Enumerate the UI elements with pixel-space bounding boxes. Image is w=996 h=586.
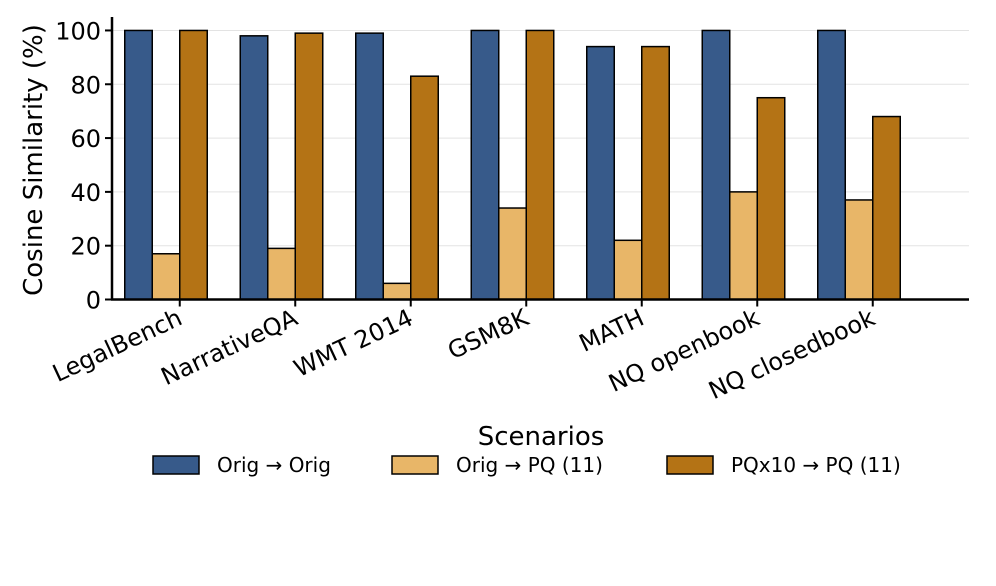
- bar-3-math: [641, 45, 670, 301]
- bar-1-narrativeqa: [239, 35, 269, 301]
- legend: Orig → Orig Orig → PQ (11) PQx10 → PQ (11): [152, 453, 901, 477]
- bar-1-gsm8k: [470, 29, 500, 301]
- legend-label: PQx10 → PQ (11): [731, 453, 901, 477]
- bar-1-nq-closedbook: [817, 29, 846, 301]
- bar-3-legalbench: [179, 29, 208, 301]
- bar-1-legalbench: [124, 29, 153, 301]
- bar-3-gsm8k: [525, 29, 555, 301]
- bar-1-math: [586, 45, 615, 301]
- y-tick-label: 0: [86, 287, 101, 315]
- x-tick-label: GSM8K: [443, 303, 534, 365]
- y-axis-label: Cosine Similarity (%): [19, 24, 49, 296]
- bar-2-nq-closedbook: [844, 199, 874, 301]
- legend-label: Orig → PQ (11): [456, 453, 603, 477]
- bars: [124, 29, 901, 301]
- bar-2-nq-openbook: [729, 191, 758, 301]
- legend-swatch: [152, 455, 200, 475]
- x-tick-label: WMT 2014: [290, 304, 418, 383]
- y-tick-label: 40: [70, 179, 101, 207]
- bar-3-narrativeqa: [294, 32, 324, 301]
- bar-2-gsm8k: [498, 207, 527, 301]
- bar-3-nq-closedbook: [872, 115, 901, 301]
- x-tick-label: MATH: [575, 304, 648, 358]
- bar-3-wmt-2014: [410, 75, 439, 301]
- legend-swatch: [391, 455, 439, 475]
- bar-2-math: [613, 239, 643, 301]
- bar-1-nq-openbook: [701, 29, 731, 301]
- y-tick-label: 100: [55, 17, 101, 45]
- y-ticks: 0 20 40 60 80 100: [55, 17, 112, 315]
- y-tick-label: 20: [70, 233, 101, 261]
- axes: [110, 17, 969, 301]
- bar-1-wmt-2014: [355, 32, 384, 301]
- bar-2-wmt-2014: [382, 282, 412, 301]
- bar-2-narrativeqa: [267, 247, 296, 301]
- legend-label: Orig → Orig: [217, 453, 331, 477]
- bar-2-legalbench: [151, 253, 181, 301]
- y-tick-label: 80: [70, 71, 101, 99]
- y-tick-label: 60: [70, 125, 101, 153]
- legend-swatch: [666, 455, 714, 475]
- x-axis-label: Scenarios: [478, 422, 605, 452]
- bar-3-nq-openbook: [756, 96, 786, 301]
